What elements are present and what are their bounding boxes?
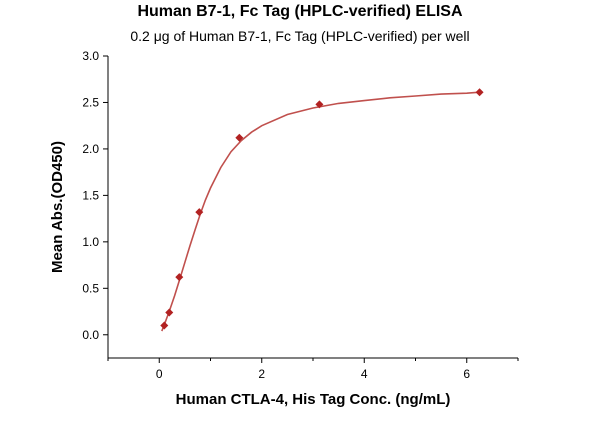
fit-curve <box>161 91 480 332</box>
fit-curve-line <box>161 91 480 332</box>
y-tick-label: 0.0 <box>82 328 99 342</box>
y-tick-label: 2.0 <box>82 142 99 156</box>
data-point <box>235 133 244 142</box>
data-point <box>175 273 184 282</box>
data-points <box>160 88 484 330</box>
y-tick-label: 3.0 <box>82 49 99 63</box>
y-axis-title: Mean Abs.(OD450) <box>49 141 66 273</box>
data-point <box>195 208 204 217</box>
data-point <box>315 100 324 109</box>
x-tick-label: 2 <box>258 367 265 381</box>
chart-subtitle: 0.2 μg of Human B7-1, Fc Tag (HPLC-verif… <box>130 28 470 44</box>
y-ticks: 0.0 0.5 1.0 1.5 2.0 2.5 3.0 <box>82 49 108 342</box>
y-tick-label: 1.5 <box>82 188 99 202</box>
y-tick-label: 0.5 <box>82 281 99 295</box>
data-point <box>165 308 174 317</box>
data-point <box>475 88 484 97</box>
chart-title: Human B7-1, Fc Tag (HPLC-verified) ELISA <box>137 3 463 20</box>
data-point <box>160 321 169 330</box>
x-axis-title: Human CTLA-4, His Tag Conc. (ng/mL) <box>176 391 451 408</box>
x-ticks: 0 2 4 6 <box>107 358 519 381</box>
y-tick-label: 2.5 <box>82 95 99 109</box>
x-tick-label: 4 <box>361 367 368 381</box>
x-tick-label: 6 <box>463 367 470 381</box>
x-tick-label: 0 <box>156 367 163 381</box>
y-tick-label: 1.0 <box>82 235 99 249</box>
